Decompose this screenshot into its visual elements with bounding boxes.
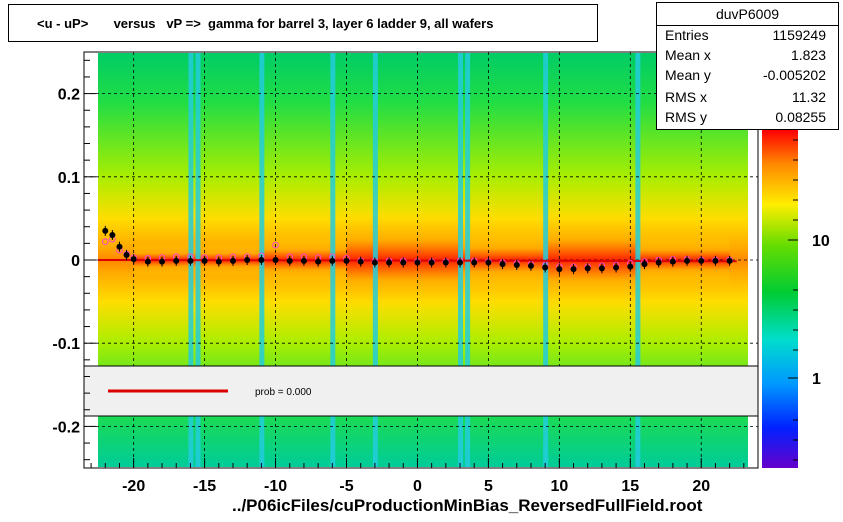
- y-tick-label: 0.2: [58, 87, 80, 104]
- profile-black-point: [130, 256, 137, 263]
- z-tick-label: 10: [812, 233, 830, 250]
- x-tick-label: 10: [550, 478, 568, 495]
- stat-row-entries: Entries 1159249: [657, 27, 838, 47]
- profile-black-point: [286, 257, 293, 264]
- profile-black-point: [457, 259, 464, 266]
- stats-name: duvP6009: [657, 3, 838, 26]
- x-tick-label: -10: [264, 478, 287, 495]
- stat-label: Entries: [665, 27, 709, 43]
- profile-black-point: [300, 257, 307, 264]
- profile-black-point: [109, 232, 116, 239]
- stat-row-rms-y: RMS y 0.08255: [657, 109, 838, 129]
- stat-row-mean-y: Mean y -0.005202: [657, 67, 838, 87]
- profile-black-point: [414, 259, 421, 266]
- stats-box: duvP6009 Entries 1159249 Mean x 1.823 Me…: [656, 2, 839, 130]
- x-tick-label: -5: [339, 478, 353, 495]
- profile-black-point: [556, 266, 563, 273]
- chart-title: <u - uP> versus vP => gamma for barrel 3…: [37, 16, 494, 31]
- profile-black-point: [712, 257, 719, 264]
- profile-black-point: [513, 261, 520, 268]
- x-tick-label: 15: [621, 478, 639, 495]
- stat-label: RMS x: [665, 89, 707, 105]
- z-axis: 1 10: [788, 139, 830, 461]
- profile-black-point: [669, 258, 676, 265]
- profile-black-point: [371, 259, 378, 266]
- profile-black-point: [215, 258, 222, 265]
- file-name: ../P06icFiles/cuProductionMinBias_Revers…: [232, 496, 703, 515]
- stat-label: Mean y: [665, 67, 711, 83]
- fit-legend-text: prob = 0.000: [255, 387, 312, 398]
- y-tick-label: 0.1: [58, 170, 80, 187]
- x-tick-label: 20: [692, 478, 710, 495]
- z-colorbar: [762, 130, 798, 468]
- axes: -20 -15 -10 -5 0 5 10 15 20 -0.2 -0.1 0 0.1 0.2: [52, 59, 745, 495]
- profile-black-point: [173, 257, 180, 264]
- profile-black-point: [641, 261, 648, 268]
- profile-black-point: [584, 265, 591, 272]
- profile-black-point: [329, 257, 336, 264]
- profile-black-point: [102, 227, 109, 234]
- stat-row-mean-x: Mean x 1.823: [657, 47, 838, 67]
- profile-black-point: [726, 257, 733, 264]
- profile-black-point: [499, 261, 506, 268]
- stat-value: 1159249: [772, 27, 826, 43]
- profile-black-point: [400, 259, 407, 266]
- profile-black-point: [272, 257, 279, 263]
- profile-black-point: [357, 258, 364, 265]
- profile-black-point: [613, 264, 620, 271]
- x-tick-label: 0: [413, 478, 422, 495]
- profile-black-point: [201, 257, 208, 264]
- profile-black-point: [116, 243, 123, 250]
- stat-value: 0.08255: [775, 109, 826, 125]
- y-tick-label: 0: [71, 253, 80, 270]
- profile-black-point: [442, 259, 449, 266]
- stat-row-rms-x: RMS x 11.32: [657, 89, 838, 109]
- profile-black-point: [187, 257, 194, 264]
- profile-black-point: [542, 264, 549, 271]
- profile-black-point: [698, 257, 705, 264]
- y-tick-label: -0.1: [52, 336, 80, 353]
- title-box: <u - uP> versus vP => gamma for barrel 3…: [8, 4, 598, 42]
- profile-black-point: [258, 257, 265, 263]
- stat-value: -0.005202: [762, 67, 826, 83]
- profile-black-point: [527, 262, 534, 269]
- profile-black-point: [570, 266, 577, 273]
- stat-value: 11.32: [792, 89, 826, 105]
- x-tick-label: -20: [122, 478, 145, 495]
- profile-black-point: [343, 257, 350, 264]
- profile-black-point: [655, 259, 662, 266]
- z-tick-label: 1: [812, 371, 821, 388]
- profile-black-point: [627, 263, 634, 270]
- profile-black-point: [471, 259, 478, 266]
- profile-black-point: [386, 259, 393, 266]
- profile-markers: [98, 225, 737, 275]
- profile-black-point: [244, 257, 251, 263]
- profile-black-point: [485, 259, 492, 266]
- profile-black-point: [123, 252, 130, 259]
- stat-label: Mean x: [665, 47, 711, 63]
- profile-black-point: [598, 265, 605, 272]
- profile-black-point: [684, 257, 691, 264]
- profile-black-point: [428, 259, 435, 266]
- profile-black-point: [315, 258, 322, 265]
- stat-value: 1.823: [790, 47, 826, 63]
- profile-open-point: [272, 241, 279, 249]
- y-tick-label: -0.2: [52, 419, 80, 436]
- x-tick-label: -15: [193, 478, 216, 495]
- profile-black-point: [159, 258, 166, 265]
- profile-black-point: [229, 257, 236, 264]
- x-tick-label: 5: [484, 478, 493, 495]
- profile-open-point: [101, 238, 109, 245]
- stat-label: RMS y: [665, 109, 707, 125]
- profile-black-point: [144, 258, 151, 265]
